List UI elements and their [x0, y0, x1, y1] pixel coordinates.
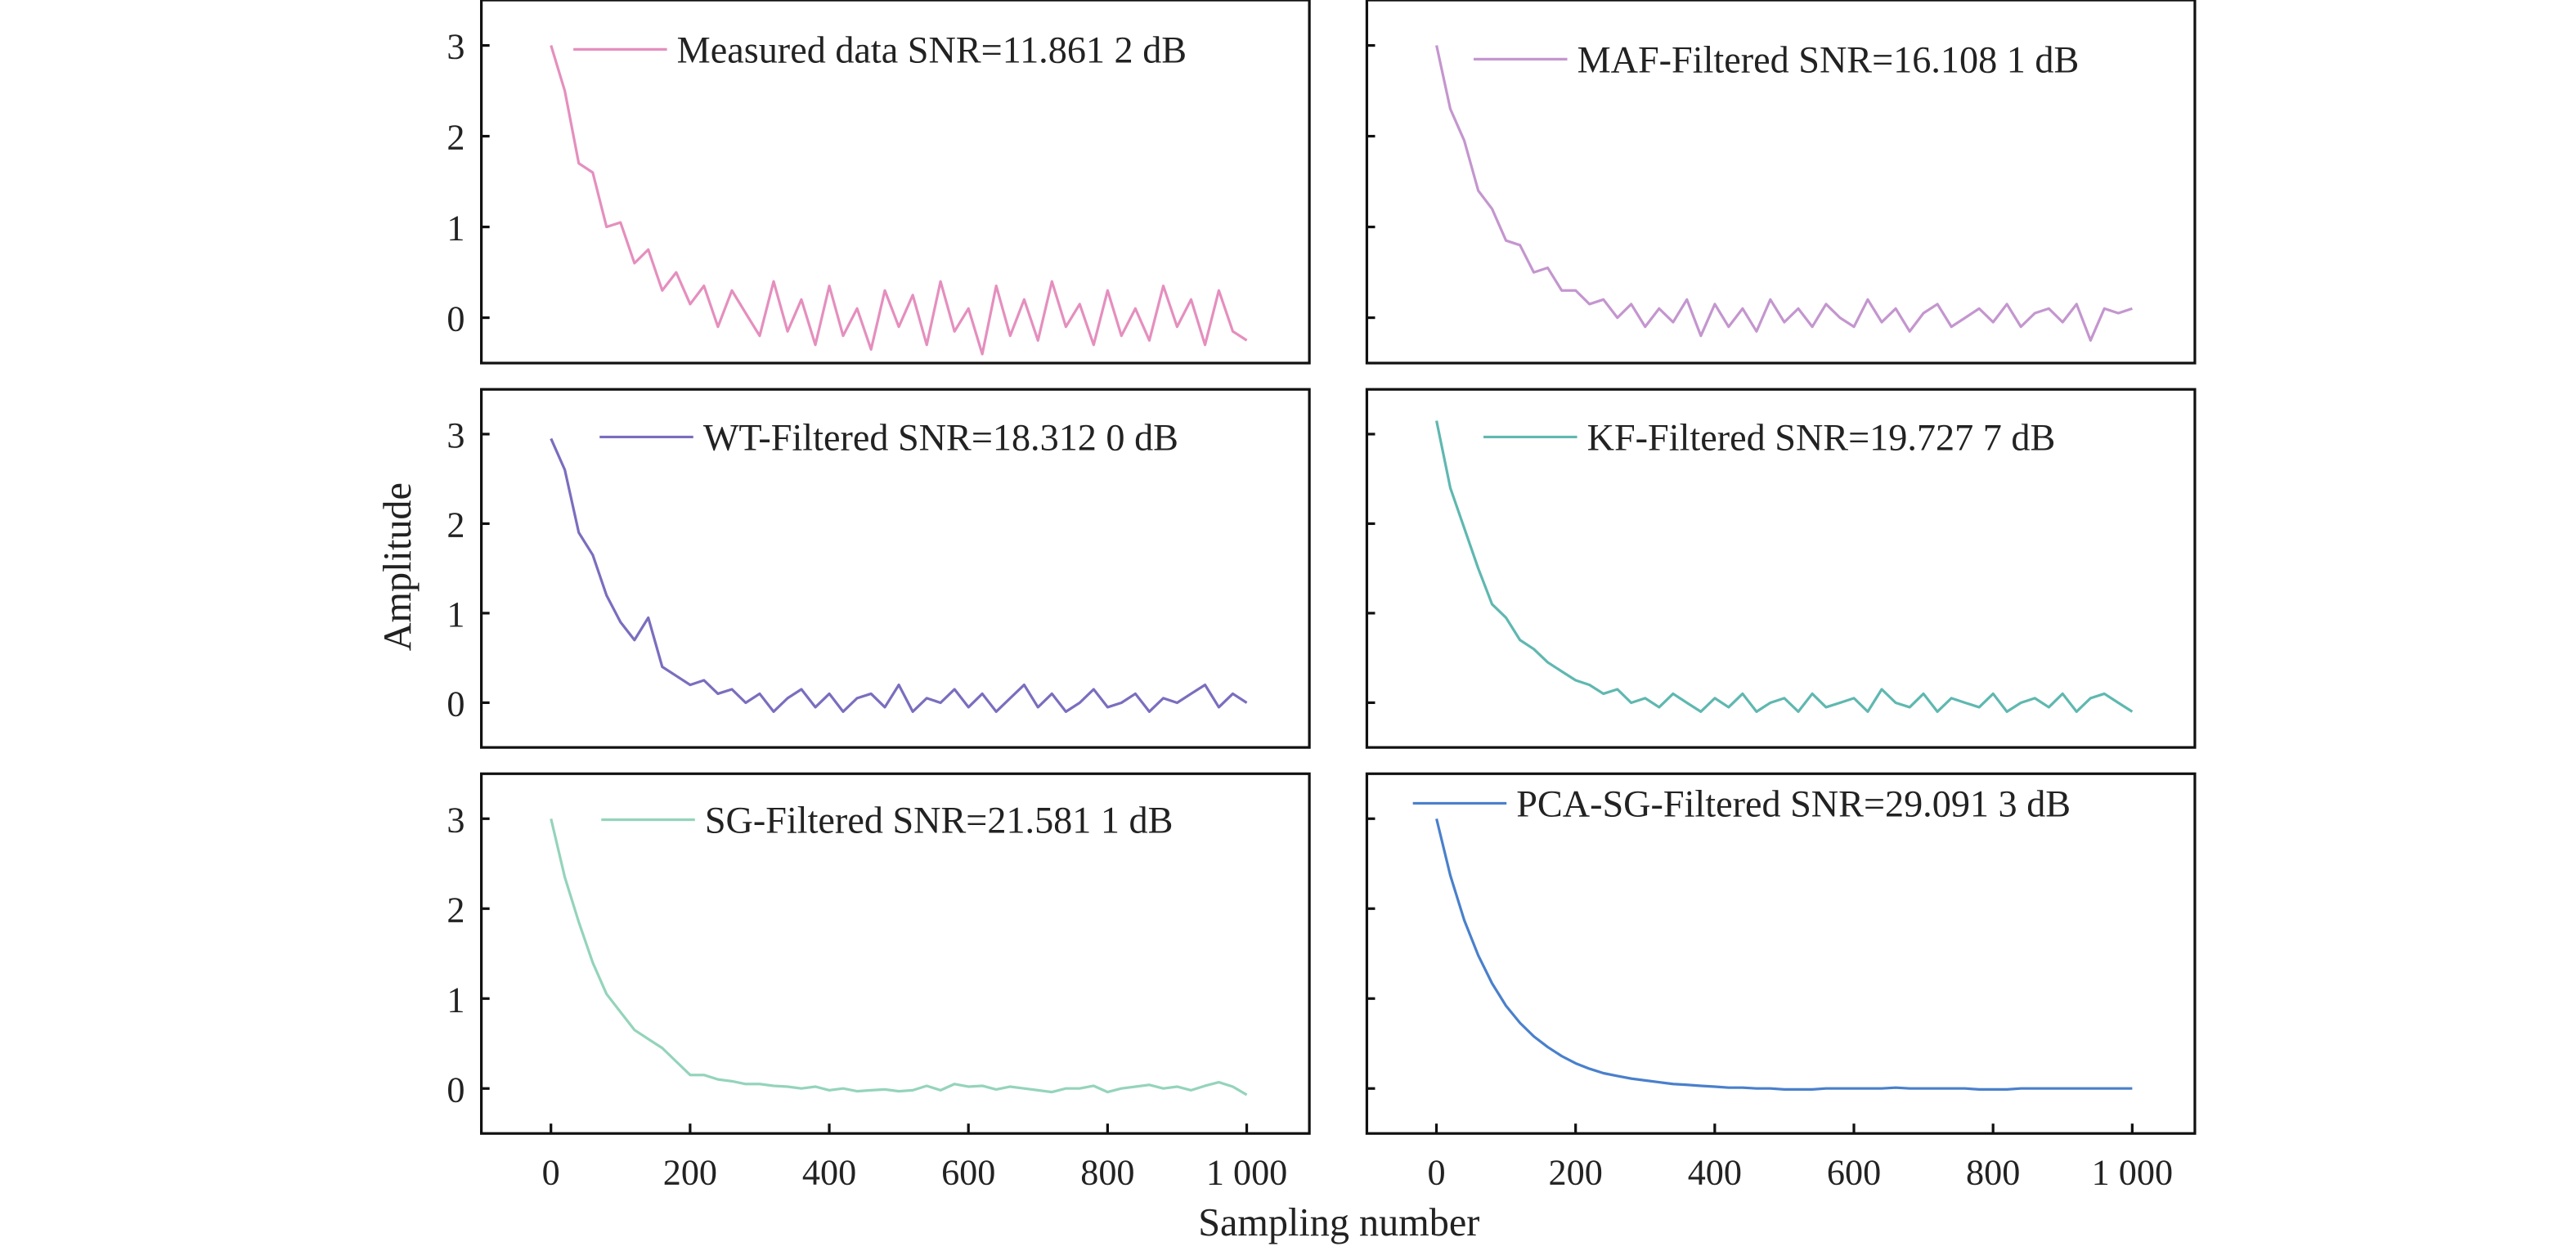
x-tick-label: 600: [941, 1153, 995, 1193]
legend-label: PCA-SG-Filtered SNR=29.091 3 dB: [1516, 783, 2071, 825]
axes-frame: [1365, 772, 2197, 1135]
series-line: [550, 818, 1248, 1096]
y-tick-label: 0: [447, 1069, 464, 1110]
y-tick-label: 0: [447, 299, 464, 339]
series-line: [550, 437, 1248, 713]
axes-frame: [1365, 388, 2197, 749]
axes-frame: [480, 772, 1311, 1135]
legend-label: WT-Filtered SNR=18.312 0 dB: [703, 417, 1178, 459]
subplot-panel: KF-Filtered SNR=19.727 7 dB: [1365, 388, 2197, 749]
y-axis-label: Amplitude: [376, 482, 420, 651]
x-tick-label: 400: [802, 1153, 856, 1193]
subplot-panel: 0 200 400 600 800 1 000 PCA-SG-Filtered SNR=29…: [1365, 772, 2197, 1193]
y-tick-label: 0: [447, 684, 464, 724]
axes-frame: [1365, 0, 2197, 365]
subplot-panel: 0 1 2 3 0 200 400 600 800 1 000 SG-Filtered SNR=21…: [447, 772, 1311, 1193]
y-tick-label: 2: [447, 504, 464, 545]
subplot-panel: MAF-Filtered SNR=16.108 1 dB: [1365, 0, 2197, 365]
y-tick-label: 3: [447, 415, 464, 455]
x-tick-label: 600: [1827, 1153, 1881, 1193]
y-tick-label: 1: [447, 980, 464, 1020]
axes-frame: [480, 0, 1311, 365]
x-tick-label: 1 000: [2092, 1153, 2173, 1193]
y-tick-label: 3: [447, 27, 464, 67]
legend-label: Measured data SNR=11.861 2 dB: [677, 29, 1187, 70]
legend-label: KF-Filtered SNR=19.727 7 dB: [1587, 417, 2056, 459]
series-line: [1435, 45, 2133, 342]
subplot-panel: 0 1 2 3 WT-Filtered SNR=18.312 0 dB: [447, 388, 1311, 749]
series-line: [550, 45, 1248, 356]
axes-frame: [480, 388, 1311, 749]
y-tick-label: 2: [447, 890, 464, 930]
y-tick-label: 2: [447, 118, 464, 158]
legend-label: MAF-Filtered SNR=16.108 1 dB: [1577, 38, 2080, 80]
x-tick-label: 200: [663, 1153, 717, 1193]
x-tick-label: 800: [1966, 1153, 2020, 1193]
x-tick-label: 0: [542, 1153, 560, 1193]
y-tick-label: 1: [447, 594, 464, 634]
x-tick-label: 1 000: [1206, 1153, 1287, 1193]
y-tick-label: 1: [447, 209, 464, 249]
x-axis-label: Sampling number: [1198, 1201, 1479, 1244]
series-line: [1435, 420, 2134, 713]
series-line: [1435, 818, 2133, 1092]
y-tick-label: 3: [447, 800, 464, 840]
legend-label: SG-Filtered SNR=21.581 1 dB: [705, 800, 1174, 841]
x-tick-label: 200: [1549, 1153, 1603, 1193]
x-tick-label: 0: [1427, 1153, 1445, 1193]
x-tick-label: 400: [1688, 1153, 1742, 1193]
subplot-panel: 0 1 2 3 Measured data SNR=11.861 2 dB: [447, 0, 1311, 365]
x-tick-label: 800: [1080, 1153, 1134, 1193]
